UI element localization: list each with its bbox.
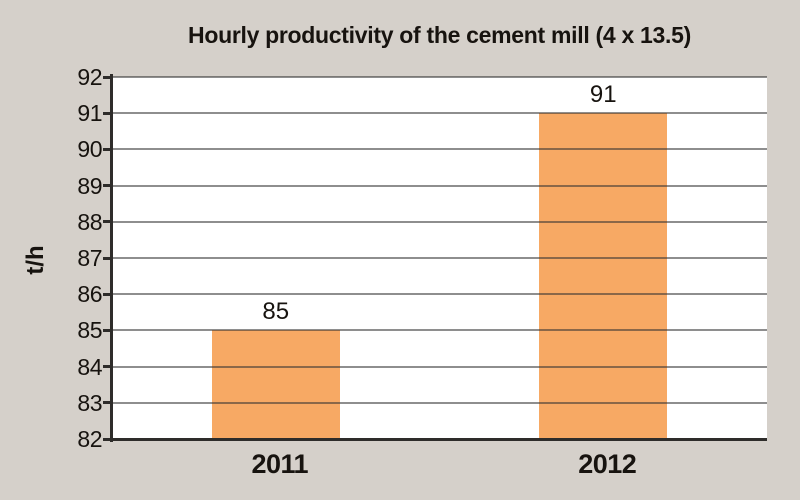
- plot-area: [112, 76, 767, 439]
- y-tick-mark: [103, 401, 113, 405]
- gridline: [112, 401, 767, 404]
- bars-layer: [112, 77, 767, 439]
- gridline: [112, 112, 767, 115]
- y-tick-mark: [103, 220, 113, 224]
- y-tick-label: 92: [77, 64, 102, 90]
- y-tick-label: 85: [77, 317, 102, 344]
- y-tick-mark: [103, 437, 113, 441]
- gridline: [112, 184, 767, 187]
- y-axis-line: [110, 74, 113, 442]
- gridline: [112, 365, 767, 368]
- x-tick-label-2012: 2012: [578, 449, 637, 479]
- y-tick-mark: [103, 184, 113, 188]
- y-tick-mark: [103, 75, 113, 79]
- y-tick-mark: [103, 365, 113, 369]
- gridline: [112, 148, 767, 151]
- x-axis-line: [112, 438, 767, 441]
- y-tick-mark: [103, 111, 113, 115]
- y-tick-mark: [103, 292, 113, 296]
- y-tick-label: 84: [77, 353, 102, 380]
- y-tick-label: 87: [77, 245, 102, 271]
- y-tick-label: 83: [77, 389, 102, 416]
- bar-2012: [539, 113, 668, 439]
- bar-value-label: 85: [262, 298, 290, 326]
- gridline: [112, 76, 767, 78]
- gridline: [112, 220, 767, 223]
- gridlines-layer: [112, 76, 767, 439]
- bar-2011: [211, 330, 340, 439]
- y-tick-mark: [103, 328, 113, 332]
- chart-title: Hourly productivity of the cement mill (…: [188, 22, 691, 48]
- y-tick-label: 82: [77, 426, 102, 452]
- y-tick-label: 86: [77, 281, 102, 308]
- gridline: [112, 329, 767, 332]
- x-tick-label-2011: 2011: [251, 449, 309, 479]
- y-tick-mark: [103, 256, 113, 260]
- bar-value-label: 91: [589, 81, 617, 109]
- y-tick-label: 90: [77, 136, 102, 163]
- gridline: [112, 293, 767, 296]
- y-tick-mark: [103, 147, 113, 151]
- y-tick-label: 88: [77, 208, 102, 235]
- y-tick-label: 91: [77, 100, 102, 127]
- y-tick-label: 89: [77, 172, 102, 199]
- gridline: [112, 257, 767, 259]
